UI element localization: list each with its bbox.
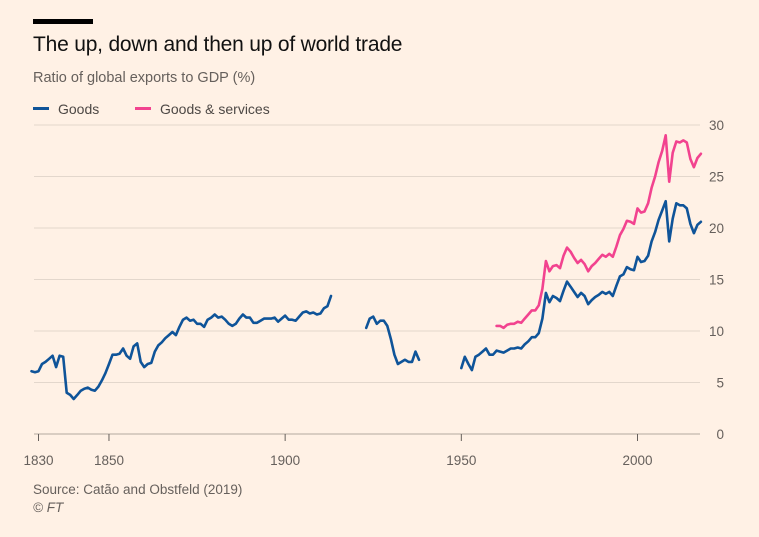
y-tick-label: 15 — [709, 273, 724, 288]
grid-lines — [34, 124, 700, 435]
legend-swatch-goods — [33, 106, 49, 110]
y-tick-label: 20 — [709, 221, 724, 236]
chart-subtitle: Ratio of global exports to GDP (%) — [33, 70, 256, 86]
axes: 0 5 10 15 20 25 30 1830 1850 1900 1950 2000 — [23, 118, 724, 468]
series-line-goods — [30, 294, 333, 401]
y-tick-label: 10 — [709, 324, 724, 339]
legend-item-goods: Goods — [33, 101, 99, 117]
source-note: Source: Catão and Obstfeld (2019) — [33, 482, 243, 497]
y-tick-label: 25 — [709, 170, 724, 185]
legend-swatch-goods-services — [135, 106, 151, 110]
y-tick-label: 5 — [716, 376, 724, 391]
x-tick-label: 1950 — [446, 453, 476, 468]
credit-note: © FT — [33, 500, 64, 515]
legend-label-goods-services: Goods & services — [160, 101, 270, 117]
series-lines — [30, 134, 703, 401]
x-tick-label: 1850 — [94, 453, 124, 468]
x-tick-label: 2000 — [622, 453, 652, 468]
y-tick-label: 0 — [716, 427, 724, 442]
series-line-goods — [460, 199, 703, 372]
legend-label-goods: Goods — [58, 101, 100, 117]
series-line-goods-services — [495, 134, 703, 330]
x-tick-label: 1830 — [23, 453, 53, 468]
series-line-goods — [364, 315, 421, 366]
x-tick-label: 1900 — [270, 453, 300, 468]
legend-item-goods-services: Goods & services — [135, 101, 270, 117]
y-tick-label: 30 — [709, 118, 724, 133]
chart-title: The up, down and then up of world trade — [33, 33, 403, 56]
ft-top-bar — [33, 19, 93, 24]
